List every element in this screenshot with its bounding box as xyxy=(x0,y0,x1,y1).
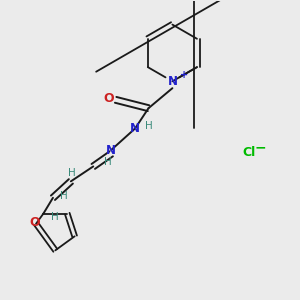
Text: −: − xyxy=(255,141,266,154)
Text: Cl: Cl xyxy=(242,146,255,160)
Text: N: N xyxy=(167,75,177,88)
Text: H: H xyxy=(52,212,59,222)
Text: O: O xyxy=(29,216,40,229)
Text: H: H xyxy=(60,191,68,201)
Text: N: N xyxy=(106,143,116,157)
Text: H: H xyxy=(145,121,152,130)
Text: N: N xyxy=(130,122,140,135)
Text: H: H xyxy=(68,168,76,178)
Text: O: O xyxy=(104,92,114,105)
Text: +: + xyxy=(180,70,188,80)
Text: H: H xyxy=(104,157,112,167)
